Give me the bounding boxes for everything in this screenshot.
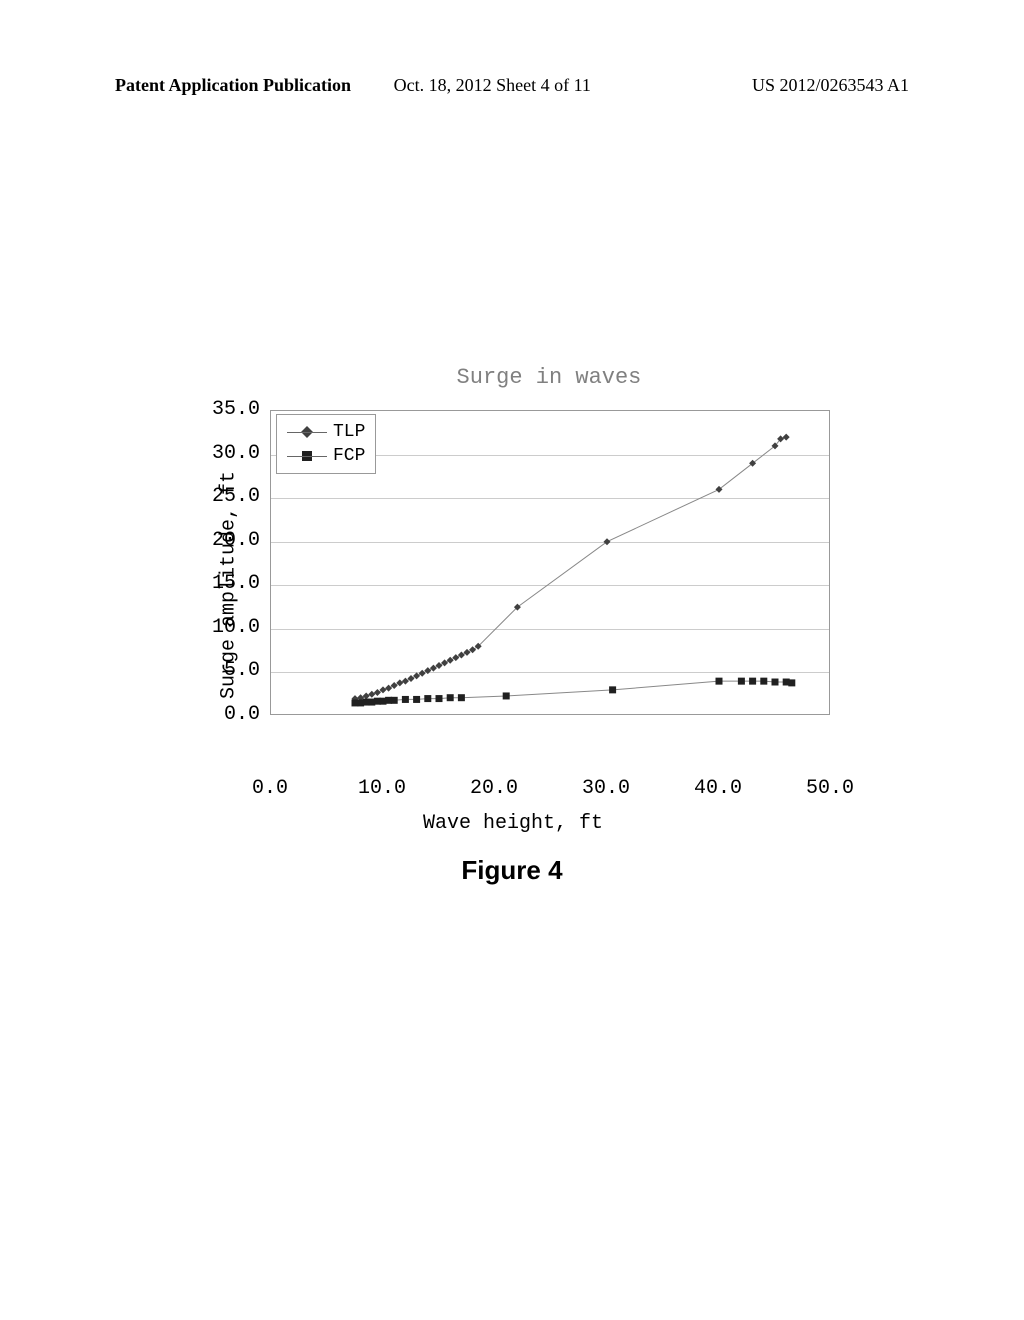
marker-fcp (402, 696, 409, 703)
marker-fcp (738, 678, 745, 685)
plot-area: TLP FCP (270, 410, 830, 715)
legend-marker-fcp (287, 451, 327, 461)
x-tick-label: 10.0 (358, 777, 406, 800)
header-right: US 2012/0263543 A1 (752, 75, 909, 96)
y-tick-label: 30.0 (200, 442, 260, 465)
legend-item-fcp: FCP (287, 444, 365, 468)
marker-fcp (391, 697, 398, 704)
x-tick-label: 50.0 (806, 777, 854, 800)
marker-fcp (424, 695, 431, 702)
header-left: Patent Application Publication (115, 75, 351, 96)
x-tick-label: 30.0 (582, 777, 630, 800)
marker-fcp (413, 696, 420, 703)
legend-item-tlp: TLP (287, 420, 365, 444)
x-axis-label: Wave height, ft (423, 812, 603, 835)
chart-container: Surge amplitude, ft Wave height, ft TLP … (145, 400, 845, 770)
marker-tlp (604, 538, 611, 545)
x-tick-label: 20.0 (470, 777, 518, 800)
header-center: Oct. 18, 2012 Sheet 4 of 11 (394, 75, 591, 96)
x-tick-label: 40.0 (694, 777, 742, 800)
y-tick-label: 20.0 (200, 529, 260, 552)
marker-fcp (503, 692, 510, 699)
marker-fcp (458, 694, 465, 701)
y-tick-label: 0.0 (200, 703, 260, 726)
legend-label-fcp: FCP (333, 446, 365, 466)
page-header: Patent Application Publication Oct. 18, … (115, 75, 909, 96)
y-tick-label: 35.0 (200, 398, 260, 421)
marker-fcp (760, 678, 767, 685)
marker-tlp (783, 434, 790, 441)
marker-fcp (609, 686, 616, 693)
marker-fcp (436, 695, 443, 702)
marker-fcp (772, 679, 779, 686)
legend-marker-tlp (287, 426, 327, 438)
marker-fcp (788, 679, 795, 686)
x-tick-label: 0.0 (252, 777, 288, 800)
marker-fcp (749, 678, 756, 685)
marker-tlp (368, 691, 375, 698)
legend-line-icon (287, 432, 327, 433)
marker-fcp (447, 694, 454, 701)
legend-line-icon (287, 456, 327, 457)
chart-title: Surge in waves (457, 365, 642, 390)
marker-tlp (363, 692, 370, 699)
y-tick-label: 5.0 (200, 659, 260, 682)
y-tick-label: 15.0 (200, 572, 260, 595)
marker-fcp (716, 678, 723, 685)
legend-label-tlp: TLP (333, 422, 365, 442)
series-line-tlp (355, 437, 786, 698)
series-line-fcp (355, 681, 792, 703)
y-tick-label: 10.0 (200, 616, 260, 639)
chart-legend: TLP FCP (276, 414, 376, 474)
y-tick-label: 25.0 (200, 485, 260, 508)
figure-caption: Figure 4 (461, 855, 562, 886)
